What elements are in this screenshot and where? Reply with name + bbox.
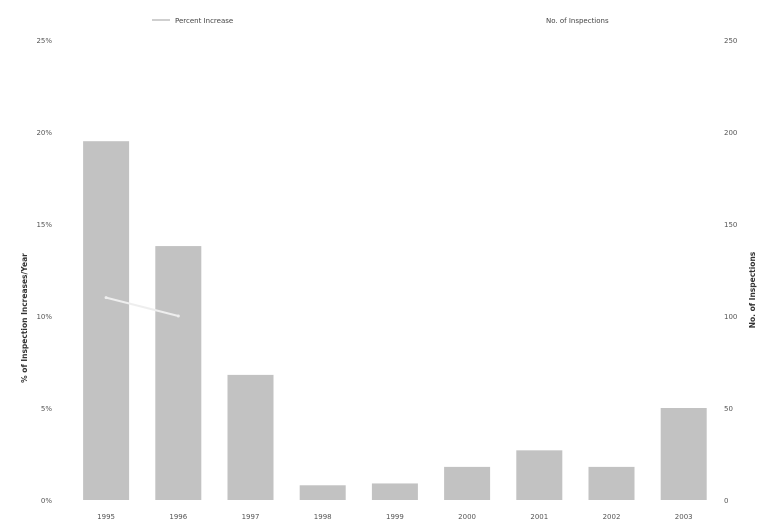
y-left-tick-label: 15% <box>36 221 52 229</box>
x-tick-label: 2001 <box>530 513 548 521</box>
legend-label-percent-increase: Percent Increase <box>175 17 233 25</box>
y-left-tick-label: 20% <box>36 129 52 137</box>
line-percent-increase <box>105 296 179 317</box>
y-left-tick-label: 25% <box>36 37 52 45</box>
y-right-tick-label: 0 <box>724 497 728 505</box>
legend: Percent Increase No. of Inspections <box>152 17 609 25</box>
x-tick-label: 2002 <box>603 513 621 521</box>
x-tick-label: 1998 <box>314 513 332 521</box>
line-group <box>104 296 180 318</box>
x-tick-label: 2003 <box>675 513 693 521</box>
bar-1998 <box>299 485 346 500</box>
x-axis: 1995 1996 1997 1998 1999 2000 2001 2002 2003 <box>97 513 692 521</box>
legend-label-no-of-inspections: No. of Inspections <box>546 17 609 25</box>
bars-group <box>83 141 707 500</box>
x-tick-label: 1999 <box>386 513 404 521</box>
bar-2001 <box>516 450 563 500</box>
line-point <box>104 296 108 300</box>
left-axis: 0% 5% 10% 15% 20% 25% <box>36 37 52 505</box>
bar-2003 <box>660 408 707 500</box>
y-left-tick-label: 0% <box>41 497 52 505</box>
x-tick-label: 1996 <box>169 513 187 521</box>
y-right-tick-label: 100 <box>724 313 737 321</box>
x-tick-label: 1997 <box>242 513 260 521</box>
bar-1996 <box>155 246 202 500</box>
bar-1997 <box>227 374 274 500</box>
y-axis-right-title: No. of Inspections <box>748 251 757 328</box>
y-right-tick-label: 50 <box>724 405 733 413</box>
y-right-tick-label: 150 <box>724 221 737 229</box>
bar-1999 <box>371 483 418 500</box>
x-tick-label: 2000 <box>458 513 476 521</box>
y-right-tick-label: 200 <box>724 129 737 137</box>
y-right-tick-label: 250 <box>724 37 737 45</box>
y-left-tick-label: 10% <box>36 313 52 321</box>
y-left-tick-label: 5% <box>41 405 52 413</box>
bar-2000 <box>444 466 491 500</box>
right-axis: 0 50 100 150 200 250 <box>724 37 737 505</box>
bar-2002 <box>588 466 635 500</box>
x-tick-label: 1995 <box>97 513 115 521</box>
y-axis-left-title: % of Inspection Increases/Year <box>20 253 29 383</box>
line-point <box>176 314 180 318</box>
bar-1995 <box>83 141 130 500</box>
